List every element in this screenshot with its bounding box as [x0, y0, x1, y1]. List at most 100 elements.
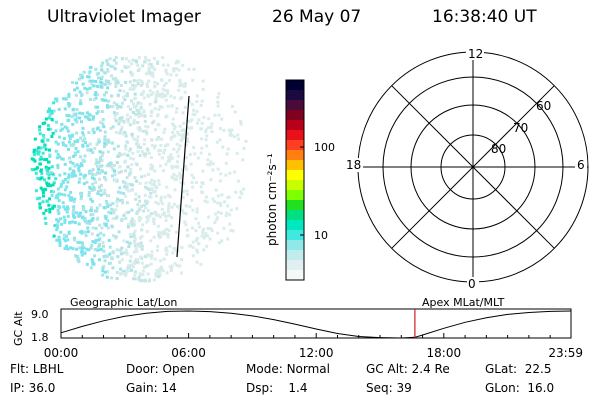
image-pixel — [79, 162, 83, 166]
image-pixel — [177, 68, 181, 72]
image-pixel — [173, 125, 177, 129]
image-pixel — [129, 156, 133, 160]
image-pixel — [118, 260, 121, 264]
image-pixel — [217, 241, 221, 245]
image-pixel — [99, 193, 103, 197]
image-pixel — [181, 133, 185, 137]
image-pixel — [152, 190, 155, 194]
orbit-ytick-top: 9.0 — [31, 308, 49, 321]
image-pixel — [57, 211, 61, 215]
lat-label-80: 80 — [491, 142, 506, 156]
image-pixel — [138, 236, 142, 240]
image-pixel — [94, 180, 98, 184]
image-pixel — [143, 193, 147, 197]
image-pixel — [204, 138, 208, 142]
image-pixel — [79, 192, 82, 196]
image-pixel — [172, 69, 176, 73]
image-pixel — [116, 190, 120, 194]
image-pixel — [122, 213, 126, 217]
image-pixel — [106, 82, 109, 85]
image-pixel — [91, 262, 95, 266]
image-pixel — [55, 194, 59, 198]
image-pixel — [66, 207, 70, 211]
image-pixel — [83, 251, 87, 255]
image-pixel — [132, 118, 136, 122]
orbit-x-ticks — [60, 333, 572, 338]
image-pixel — [172, 247, 176, 251]
image-pixel — [75, 254, 79, 258]
image-pixel — [86, 148, 90, 152]
image-pixel — [105, 59, 109, 63]
image-pixel — [80, 76, 84, 80]
image-pixel — [210, 229, 214, 233]
colorbar-segment — [286, 140, 304, 151]
image-pixel — [37, 146, 41, 150]
image-pixel — [145, 220, 149, 224]
image-pixel — [145, 82, 149, 86]
image-pixel — [97, 238, 101, 242]
colorbar-segment — [286, 130, 304, 141]
image-pixel — [128, 259, 132, 263]
image-pixel — [107, 162, 111, 166]
image-pixel — [161, 87, 165, 91]
image-pixel — [89, 170, 93, 174]
image-pixel — [181, 181, 185, 185]
image-pixel — [75, 81, 79, 85]
image-pixel — [219, 211, 223, 215]
image-pixel — [121, 57, 125, 61]
image-pixel — [171, 131, 175, 134]
image-pixel — [102, 233, 106, 237]
image-pixel — [104, 216, 108, 220]
image-pixel — [129, 189, 133, 193]
image-pixel — [85, 262, 89, 266]
status-dsp: Dsp: 1.4 — [246, 381, 308, 395]
image-pixel — [98, 150, 102, 154]
image-pixel — [109, 162, 113, 166]
image-pixel — [195, 210, 199, 214]
image-pixel — [79, 197, 83, 201]
image-pixel — [54, 196, 58, 200]
image-pixel — [111, 105, 115, 109]
image-pixel — [131, 111, 135, 114]
image-pixel — [148, 254, 152, 258]
image-pixel — [204, 232, 208, 236]
image-pixel — [196, 121, 199, 125]
image-pixel — [65, 244, 68, 248]
image-pixel — [96, 141, 100, 145]
image-pixel — [147, 59, 151, 62]
image-pixel — [91, 151, 95, 154]
image-pixel — [157, 152, 161, 156]
image-pixel — [73, 151, 77, 155]
image-pixel — [152, 222, 156, 226]
image-pixel — [71, 211, 75, 214]
image-pixel — [139, 279, 143, 283]
image-pixel — [119, 248, 122, 252]
image-pixel — [186, 132, 190, 136]
image-pixel — [80, 246, 84, 250]
image-pixel — [80, 253, 84, 257]
image-pixel — [138, 154, 142, 157]
image-pixel — [180, 245, 184, 249]
image-pixel — [242, 147, 246, 150]
image-pixel — [147, 188, 151, 192]
image-pixel — [240, 192, 244, 196]
image-pixel — [175, 73, 179, 77]
image-pixel — [124, 194, 128, 198]
image-pixel — [108, 252, 112, 256]
image-pixel — [156, 272, 160, 275]
image-pixel — [81, 131, 85, 135]
image-pixel — [155, 92, 159, 96]
image-pixel — [205, 244, 209, 248]
mlt-label-0: 0 — [468, 277, 476, 291]
image-pixel — [47, 182, 51, 186]
image-pixel — [132, 157, 136, 161]
image-pixel — [141, 269, 145, 273]
image-pixel — [143, 185, 147, 189]
status-gain: Gain: 14 — [126, 381, 177, 395]
image-pixel — [133, 270, 137, 274]
image-pixel — [174, 248, 178, 252]
image-pixel — [194, 181, 198, 184]
image-pixel — [112, 234, 115, 238]
image-pixel — [160, 156, 164, 160]
image-pixel — [41, 122, 45, 125]
